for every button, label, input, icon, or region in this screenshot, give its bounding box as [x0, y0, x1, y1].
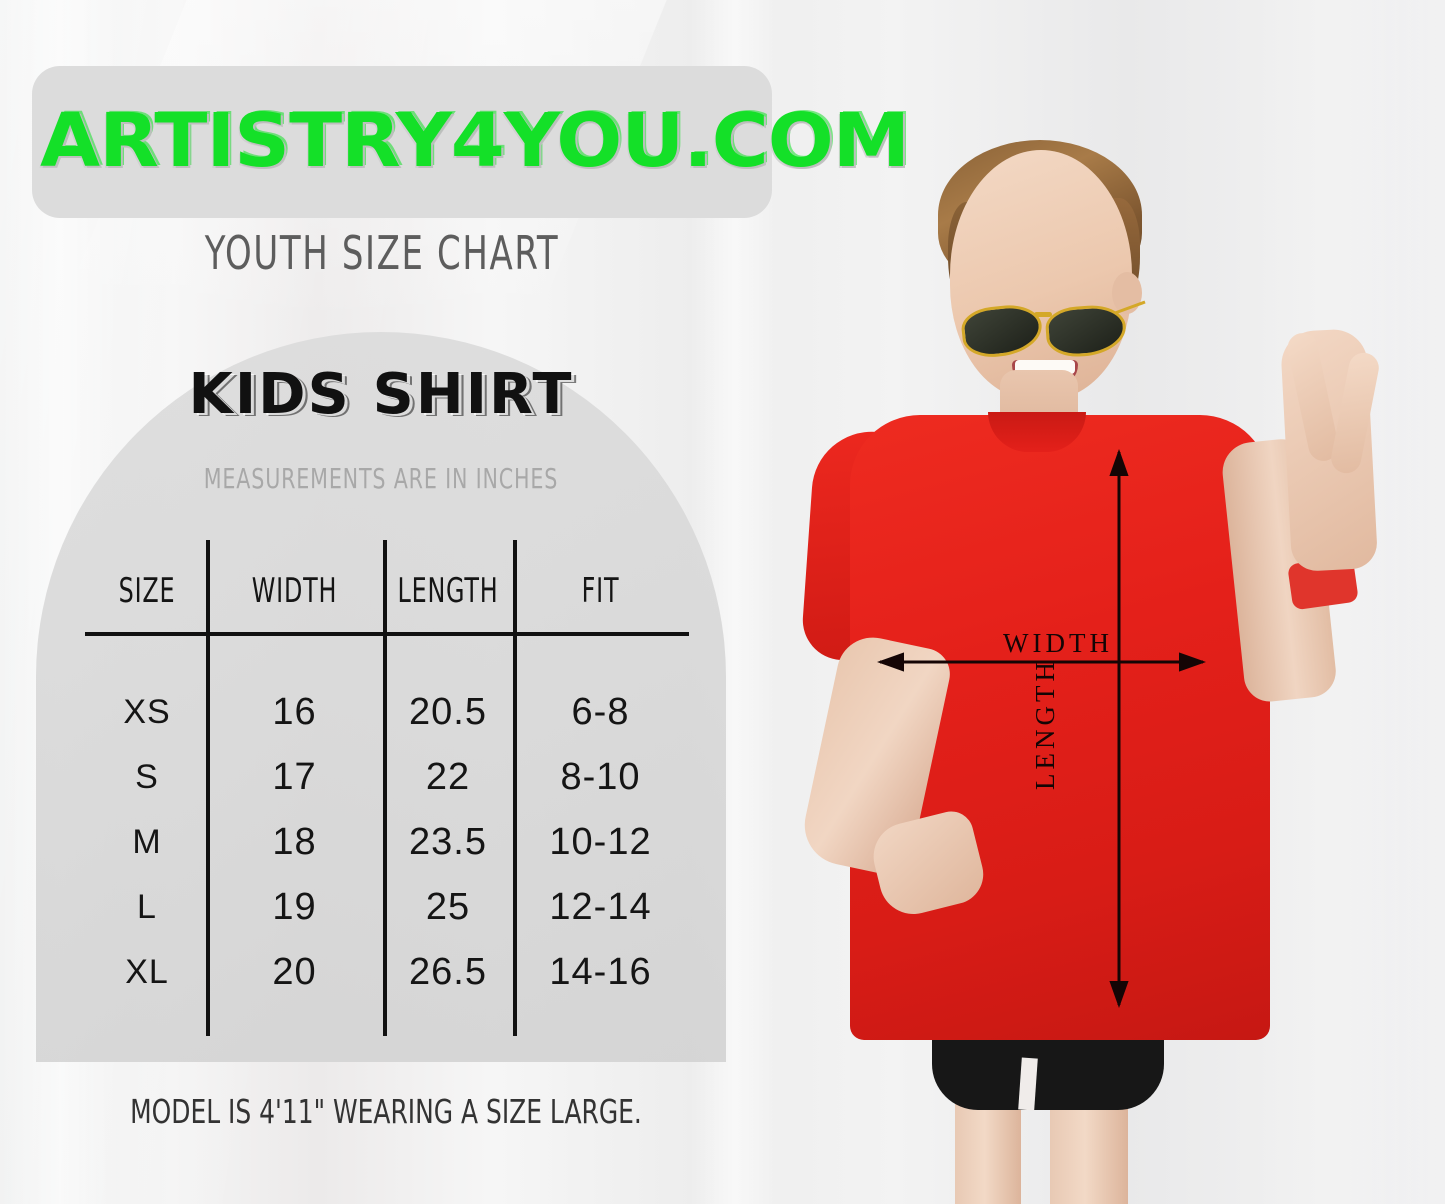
- column-header-size: SIZE: [118, 571, 176, 611]
- cell-width: 17: [272, 755, 317, 798]
- sunglasses-temple: [1114, 300, 1146, 315]
- cell-length: 20.5: [409, 690, 487, 733]
- length-label: LENGTH: [1030, 658, 1060, 790]
- table-row: L 19 25 12-14: [88, 875, 688, 939]
- table-row: S 17 22 8-10: [88, 745, 688, 809]
- arch-panel: [36, 332, 726, 1062]
- cell-length: 23.5: [409, 820, 487, 863]
- width-label: WIDTH: [1003, 628, 1113, 658]
- cell-size: XL: [125, 952, 169, 991]
- header-rule: [85, 632, 689, 636]
- table-row: XL 20 26.5 14-16: [88, 940, 688, 1004]
- cell-fit: 10-12: [549, 820, 652, 863]
- brand-logo-text: ARTISTRY4YOU.COM: [40, 98, 910, 184]
- cell-fit: 6-8: [571, 690, 630, 733]
- cell-length: 25: [425, 885, 471, 928]
- cell-length: 26.5: [409, 950, 487, 993]
- sunglasses-bridge: [1034, 312, 1052, 317]
- cell-width: 18: [272, 820, 317, 863]
- cell-fit: 14-16: [549, 950, 652, 993]
- cell-fit: 8-10: [560, 755, 641, 798]
- column-divider: [383, 540, 387, 1036]
- column-divider: [206, 540, 210, 1036]
- page-title: YOUTH SIZE CHART: [204, 226, 560, 280]
- cell-width: 19: [272, 885, 317, 928]
- sunglasses-icon: [959, 300, 1146, 361]
- cell-size: M: [132, 822, 162, 861]
- cell-size: XS: [123, 692, 171, 731]
- cell-size: S: [135, 757, 159, 796]
- column-header-fit: FIT: [581, 571, 620, 611]
- logo-background: [32, 66, 772, 218]
- column-divider: [513, 540, 517, 1036]
- column-header-length: LENGTH: [397, 571, 499, 611]
- model-note: MODEL IS 4'11" WEARING A SIZE LARGE.: [130, 1092, 642, 1131]
- table-row: XS 16 20.5 6-8: [88, 680, 688, 744]
- sunglasses-lens: [959, 301, 1045, 361]
- units-note: MEASUREMENTS ARE IN INCHES: [203, 462, 559, 495]
- table-header-row: SIZE WIDTH LENGTH FIT: [88, 558, 688, 624]
- column-header-width: WIDTH: [251, 571, 338, 611]
- model-photo: WIDTH LENGTH: [700, 0, 1445, 1204]
- cell-fit: 12-14: [549, 885, 652, 928]
- size-table: SIZE WIDTH LENGTH FIT XS 16 20.5 6-8 S 1…: [85, 540, 689, 1040]
- cell-size: L: [137, 887, 157, 926]
- product-title: KIDS SHIRT: [188, 362, 574, 427]
- cell-width: 16: [272, 690, 317, 733]
- cell-width: 20: [272, 950, 317, 993]
- model-head: [950, 150, 1132, 400]
- table-row: M 18 23.5 10-12: [88, 810, 688, 874]
- cell-length: 22: [425, 755, 471, 798]
